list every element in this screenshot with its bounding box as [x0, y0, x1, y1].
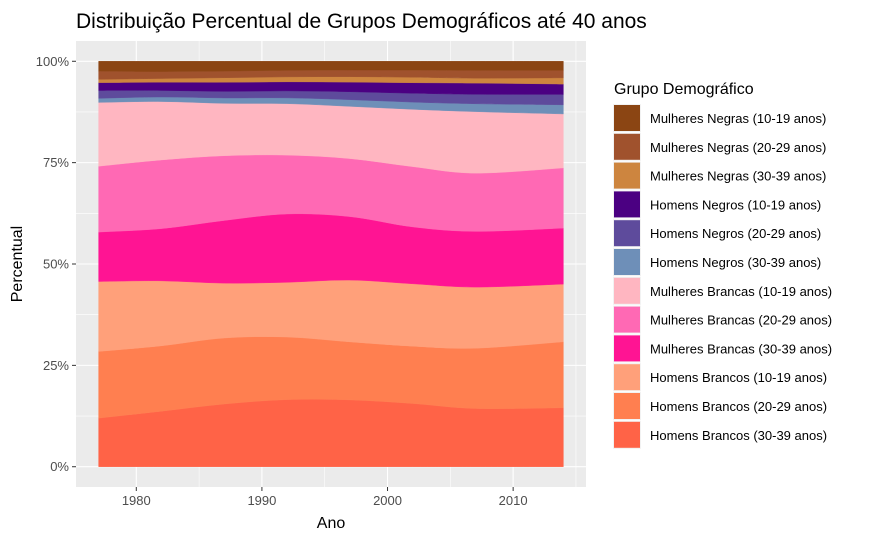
legend-label-homens-brancos-10-19-anos: Homens Brancos (10-19 anos)	[650, 370, 827, 385]
legend-label-mulheres-negras-20-29-anos: Mulheres Negras (20-29 anos)	[650, 140, 826, 155]
y-tick-label: 50%	[43, 257, 69, 272]
legend-swatch-homens-brancos-20-29-anos	[614, 393, 640, 419]
legend-label-homens-negros-20-29-anos: Homens Negros (20-29 anos)	[650, 226, 821, 241]
legend-swatch-homens-brancos-10-19-anos	[614, 364, 640, 391]
area-series-group	[98, 61, 564, 467]
legend-label-homens-brancos-30-39-anos: Homens Brancos (30-39 anos)	[650, 428, 827, 443]
legend-label-mulheres-negras-10-19-anos: Mulheres Negras (10-19 anos)	[650, 111, 826, 126]
y-tick-label: 75%	[43, 155, 69, 170]
chart-title: Distribuição Percentual de Grupos Demogr…	[76, 10, 647, 33]
x-tick-label: 1980	[122, 493, 151, 508]
y-axis: 0% 25% 50% 75% 100%	[36, 54, 76, 474]
y-tick-label: 0%	[50, 459, 69, 474]
legend-title: Grupo Demográfico	[614, 81, 754, 98]
legend-swatch-mulheres-brancas-20-29-anos	[614, 306, 640, 333]
x-axis-title: Ano	[317, 515, 346, 532]
x-tick-label: 2000	[373, 493, 402, 508]
y-axis-title: Percentual	[9, 226, 26, 303]
legend-swatch-mulheres-brancas-10-19-anos	[614, 277, 640, 304]
legend-swatch-mulheres-negras-30-39-anos	[614, 162, 640, 189]
legend-swatch-mulheres-brancas-30-39-anos	[614, 335, 640, 362]
x-tick-label: 2010	[499, 493, 528, 508]
y-tick-label: 100%	[36, 54, 70, 69]
legend-swatch-homens-negros-10-19-anos	[614, 191, 640, 218]
legend-swatch-mulheres-negras-20-29-anos	[614, 133, 640, 160]
legend-label-homens-negros-30-39-anos: Homens Negros (30-39 anos)	[650, 255, 821, 270]
area-mulheres-negras-10-19-anos	[98, 61, 564, 72]
legend-swatch-homens-brancos-30-39-anos	[614, 421, 640, 448]
legend: Mulheres Negras (10-19 anos) Mulheres Neg…	[613, 104, 832, 449]
legend-label-mulheres-negras-30-39-anos: Mulheres Negras (30-39 anos)	[650, 169, 826, 184]
legend-label-homens-negros-10-19-anos: Homens Negros (10-19 anos)	[650, 197, 821, 212]
y-tick-label: 25%	[43, 358, 69, 373]
legend-swatch-mulheres-negras-10-19-anos	[614, 105, 640, 131]
legend-label-mulheres-brancas-30-39-anos: Mulheres Brancas (30-39 anos)	[650, 341, 832, 356]
x-tick-label: 1990	[247, 493, 276, 508]
legend-swatch-homens-negros-20-29-anos	[614, 220, 640, 247]
legend-label-homens-brancos-20-29-anos: Homens Brancos (20-29 anos)	[650, 399, 827, 414]
x-axis: 1980 1990 2000 2010	[122, 487, 528, 508]
legend-swatch-homens-negros-30-39-anos	[614, 249, 640, 275]
legend-label-mulheres-brancas-20-29-anos: Mulheres Brancas (20-29 anos)	[650, 313, 832, 328]
legend-label-mulheres-brancas-10-19-anos: Mulheres Brancas (10-19 anos)	[650, 284, 832, 299]
